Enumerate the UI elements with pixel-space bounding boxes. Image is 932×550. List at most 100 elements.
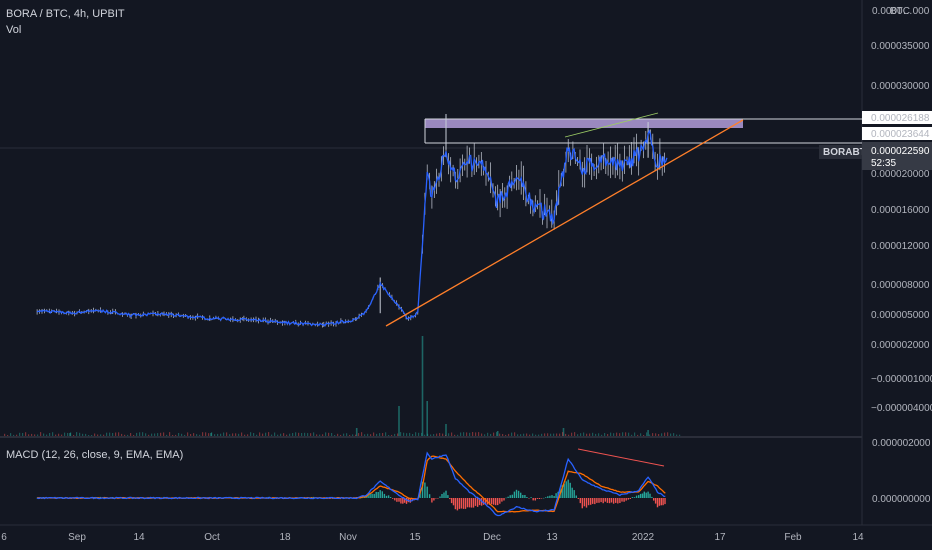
volume-bars bbox=[4, 336, 681, 436]
macd-histogram-bar bbox=[639, 493, 642, 498]
volume-bar bbox=[190, 434, 192, 436]
macd-histogram-bar bbox=[517, 490, 520, 498]
volume-bar bbox=[493, 432, 495, 436]
ascending-support-trendline[interactable] bbox=[385, 119, 744, 327]
resistance-touch-line[interactable] bbox=[564, 112, 659, 138]
volume-bar bbox=[316, 434, 318, 436]
time-axis-tick: Feb bbox=[784, 532, 802, 543]
macd-histogram-bar bbox=[513, 491, 516, 498]
volume-bar bbox=[91, 435, 93, 436]
macd-histogram-bar bbox=[499, 498, 501, 504]
macd-legend[interactable]: MACD (12, 26, close, 9, EMA, EMA) bbox=[6, 449, 184, 461]
volume-bar bbox=[214, 434, 216, 436]
volume-bar bbox=[499, 433, 501, 436]
macd-histogram-bar bbox=[470, 498, 473, 508]
volume-bar bbox=[445, 424, 447, 436]
volume-bar bbox=[535, 434, 537, 436]
price-axis-tick: 0.000023644 bbox=[871, 129, 930, 140]
volume-bar bbox=[616, 432, 618, 436]
volume-bar bbox=[157, 433, 159, 436]
price-axis-tick: 0.000008000 bbox=[871, 280, 930, 291]
volume-bar bbox=[226, 432, 228, 436]
volume-bar bbox=[490, 433, 492, 436]
volume-bar bbox=[262, 433, 264, 436]
volume-bar bbox=[421, 336, 424, 436]
volume-bar bbox=[529, 434, 531, 436]
price-axis-tick: −0.000001000 bbox=[871, 374, 932, 385]
volume-bar bbox=[301, 433, 303, 436]
resistance-zone[interactable] bbox=[425, 119, 743, 128]
volume-bar bbox=[652, 433, 654, 436]
macd-histogram-bar bbox=[660, 498, 662, 506]
volume-bar bbox=[7, 435, 9, 436]
macd-histogram-bar bbox=[656, 498, 659, 508]
macd-histogram-bar bbox=[312, 496, 315, 498]
volume-bar bbox=[439, 433, 441, 436]
volume-bar bbox=[655, 433, 657, 436]
volume-bar bbox=[322, 434, 324, 436]
volume-bar bbox=[210, 433, 212, 436]
macd-histogram-bar bbox=[662, 498, 664, 506]
macd-histogram-bar bbox=[505, 497, 507, 499]
volume-bar bbox=[637, 434, 639, 436]
time-axis-tick: Sep bbox=[68, 532, 86, 543]
time-axis-tick: 13 bbox=[546, 532, 558, 543]
volume-bar bbox=[604, 433, 606, 436]
volume-bar bbox=[511, 432, 513, 436]
volume-bar bbox=[28, 434, 30, 436]
macd-histogram-bar bbox=[511, 494, 513, 498]
price-axis-tick: 0.000012000 bbox=[871, 241, 930, 252]
volume-bar bbox=[4, 433, 6, 436]
volume-bar bbox=[232, 433, 234, 436]
macd-histogram-bar bbox=[612, 498, 615, 504]
volume-bar bbox=[265, 432, 267, 436]
volume-bar bbox=[235, 433, 237, 436]
current-price-tag bbox=[862, 142, 932, 170]
macd-histogram-bar bbox=[437, 498, 439, 499]
time-axis-tick: 2022 bbox=[632, 532, 655, 543]
volume-bar bbox=[628, 432, 630, 436]
macd-histogram-bar bbox=[543, 497, 545, 499]
volume-bar bbox=[121, 433, 123, 436]
volume-bar bbox=[145, 433, 147, 436]
volume-bar bbox=[430, 434, 432, 436]
price-axis-tick: 0.000002000 bbox=[871, 340, 930, 351]
macd-histogram-bar bbox=[385, 495, 388, 498]
volume-bar bbox=[385, 432, 387, 436]
volume-bar bbox=[259, 432, 261, 436]
time-axis[interactable]: 6 Sep 14 Oct 18 Nov 15 Dec 13 2022 17 Feb 14 bbox=[1, 532, 864, 543]
macd-histogram-bar bbox=[488, 498, 491, 505]
volume-bar bbox=[589, 433, 591, 436]
volume-bar bbox=[502, 434, 504, 436]
symbol-legend[interactable]: BORA / BTC, 4h, UPBIT bbox=[6, 8, 125, 20]
volume-bar bbox=[448, 433, 450, 436]
volume-bar bbox=[463, 432, 465, 436]
volume-bar bbox=[337, 433, 339, 436]
macd-histogram-bar bbox=[561, 485, 563, 498]
volume-bar bbox=[451, 432, 453, 436]
volume-bar bbox=[397, 433, 399, 436]
volume-bar bbox=[88, 435, 90, 436]
current-price-value: 0.000022590 bbox=[871, 146, 930, 157]
volume-bar bbox=[55, 434, 57, 436]
macd-histogram-bar bbox=[383, 493, 386, 498]
macd-histogram-bar bbox=[458, 498, 461, 509]
volume-bar bbox=[205, 432, 207, 436]
macd-histogram-bar bbox=[617, 498, 619, 504]
macd-histogram-bar bbox=[371, 493, 373, 498]
volume-bar bbox=[37, 434, 39, 436]
volume-bar bbox=[340, 434, 342, 436]
macd-bearish-divergence-line[interactable] bbox=[577, 448, 665, 467]
volume-bar bbox=[445, 434, 447, 436]
price-line[interactable] bbox=[36, 129, 668, 327]
symbol-tag-box bbox=[819, 145, 862, 159]
volume-legend[interactable]: Vol bbox=[6, 24, 22, 36]
volume-bar bbox=[433, 434, 435, 436]
volume-bar bbox=[328, 432, 330, 436]
price-axis-tick: 0.000035000 bbox=[871, 41, 930, 52]
macd-line[interactable] bbox=[36, 451, 666, 517]
price-axis[interactable]: 0.000035000 0.000030000 0.000026188 0.00002… bbox=[862, 41, 932, 414]
volume-bar bbox=[400, 432, 402, 436]
